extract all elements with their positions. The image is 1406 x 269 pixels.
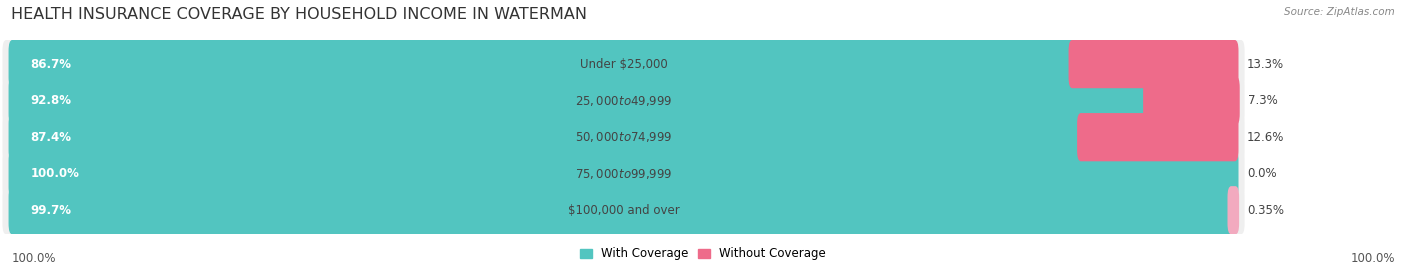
FancyBboxPatch shape [3,186,1244,234]
Text: $100,000 and over: $100,000 and over [568,204,679,217]
Text: 92.8%: 92.8% [31,94,72,107]
Text: 0.0%: 0.0% [1247,167,1277,180]
Text: 7.3%: 7.3% [1249,94,1278,107]
Text: 87.4%: 87.4% [31,131,72,144]
FancyBboxPatch shape [8,186,1234,234]
Text: 100.0%: 100.0% [31,167,80,180]
Text: 100.0%: 100.0% [1350,252,1395,265]
FancyBboxPatch shape [1227,186,1239,234]
Text: 0.35%: 0.35% [1247,204,1285,217]
FancyBboxPatch shape [8,76,1150,125]
Text: 13.3%: 13.3% [1247,58,1284,70]
FancyBboxPatch shape [1069,40,1239,88]
Text: HEALTH INSURANCE COVERAGE BY HOUSEHOLD INCOME IN WATERMAN: HEALTH INSURANCE COVERAGE BY HOUSEHOLD I… [11,7,588,22]
Text: $25,000 to $49,999: $25,000 to $49,999 [575,94,672,108]
FancyBboxPatch shape [3,113,1244,161]
FancyBboxPatch shape [8,150,1239,198]
Text: $50,000 to $74,999: $50,000 to $74,999 [575,130,672,144]
Text: 12.6%: 12.6% [1247,131,1285,144]
Text: $75,000 to $99,999: $75,000 to $99,999 [575,167,672,181]
FancyBboxPatch shape [1143,76,1240,125]
Text: Source: ZipAtlas.com: Source: ZipAtlas.com [1284,7,1395,17]
FancyBboxPatch shape [8,40,1076,88]
FancyBboxPatch shape [8,113,1084,161]
FancyBboxPatch shape [3,40,1244,88]
Legend: With Coverage, Without Coverage: With Coverage, Without Coverage [579,247,827,260]
Text: 100.0%: 100.0% [11,252,56,265]
Text: 86.7%: 86.7% [31,58,72,70]
Text: Under $25,000: Under $25,000 [579,58,668,70]
Text: 99.7%: 99.7% [31,204,72,217]
FancyBboxPatch shape [3,76,1244,125]
FancyBboxPatch shape [1077,113,1239,161]
FancyBboxPatch shape [3,150,1244,198]
